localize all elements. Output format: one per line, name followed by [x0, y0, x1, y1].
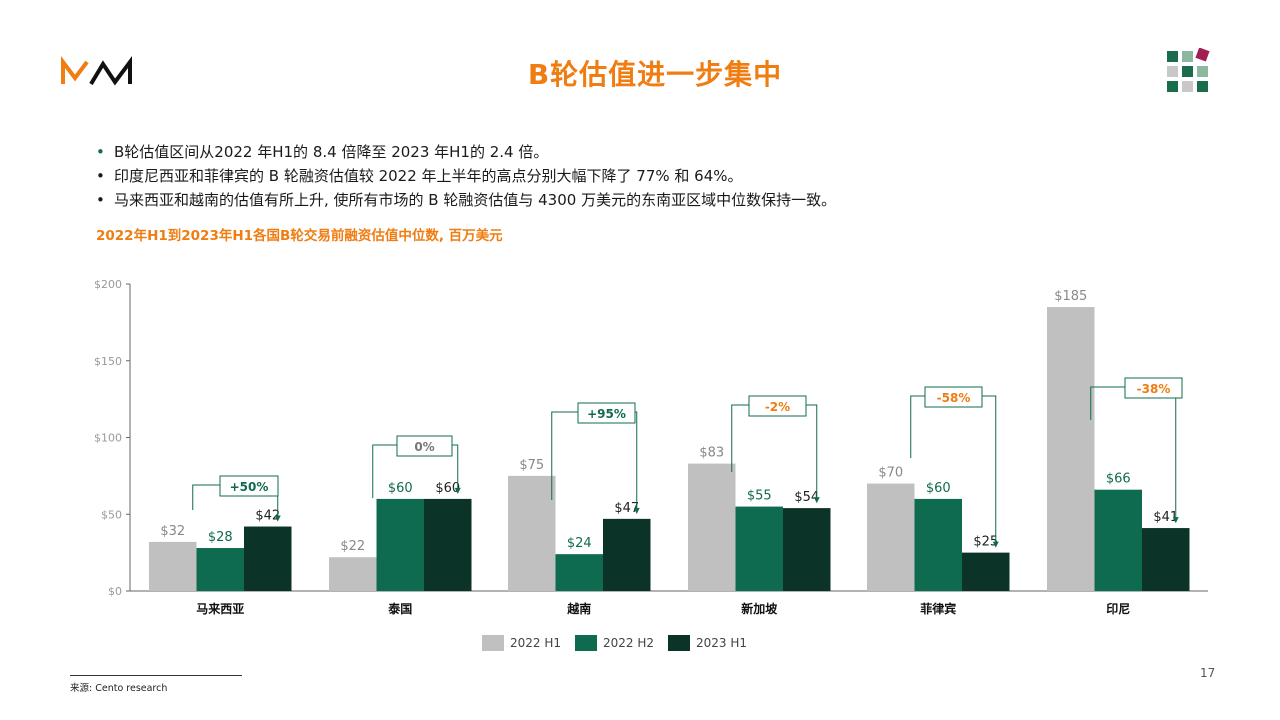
page-title: B轮估值进一步集中: [527, 58, 783, 91]
chart-legend: 2022 H1 2022 H2 2023 H1: [482, 635, 747, 651]
data-label: $25: [973, 535, 998, 550]
data-label: $41: [1153, 510, 1178, 525]
legend-label: 2023 H1: [696, 636, 748, 650]
change-label: -58%: [937, 391, 971, 405]
data-label: $42: [255, 509, 280, 524]
category-label: 新加坡: [741, 601, 778, 616]
bar: [424, 498, 472, 591]
change-arrow: [1175, 386, 1182, 523]
change-label: -38%: [1137, 382, 1171, 396]
mw-logo-icon: [60, 56, 136, 94]
legend-label: 2022 H1: [510, 636, 562, 650]
bar: [962, 552, 1010, 591]
change-arrow: [806, 404, 818, 503]
bar: [603, 518, 651, 591]
legend-label: 2022 H2: [603, 636, 655, 650]
data-label: $83: [699, 446, 724, 461]
page-number: 17: [1200, 666, 1216, 680]
bar: [1094, 489, 1142, 591]
legend-item: 2023 H1: [668, 635, 747, 651]
arrow-head: [633, 507, 640, 514]
change-arrow: [982, 395, 997, 547]
change-label: +95%: [587, 407, 626, 421]
bullet-list: • B轮估值区间从2022 年H1的 8.4 倍降至 2023 年H1的 2.4 …: [92, 140, 836, 212]
grid-squares-icon: [1166, 47, 1214, 100]
y-tick-label: $200: [94, 278, 122, 291]
data-label: $47: [614, 501, 639, 516]
change-box: [577, 402, 636, 424]
data-label: $60: [926, 481, 951, 496]
bar: [688, 463, 736, 591]
change-bracket: [372, 444, 397, 498]
arrow-head: [274, 515, 281, 522]
legend-swatch: [575, 635, 598, 651]
arrow-head: [1172, 517, 1179, 524]
data-label: $55: [747, 489, 772, 504]
change-arrow: [452, 444, 459, 493]
bullet-item: • 马来西亚和越南的估值有所上升, 使所有市场的 B 轮融资估值与 4300 万美…: [96, 191, 837, 209]
change-box: [1124, 377, 1183, 399]
data-label: $60: [435, 481, 460, 496]
bullet-item: • 印度尼西亚和菲律宾的 B 轮融资估值较 2022 年上半年的高点分别大幅下降了…: [96, 167, 743, 185]
change-box: [396, 435, 453, 457]
category-label: 马来西亚: [196, 601, 244, 616]
legend-swatch: [482, 635, 504, 651]
legend-swatch: [668, 635, 691, 651]
bullet-item: • B轮估值区间从2022 年H1的 8.4 倍降至 2023 年H1的 2.4 …: [96, 143, 549, 161]
data-label: $54: [794, 490, 819, 505]
legend-item: 2022 H1: [482, 635, 561, 651]
bar: [244, 526, 292, 591]
source-divider: [70, 675, 242, 676]
data-label: $66: [1106, 472, 1131, 487]
bar: [555, 554, 603, 591]
y-tick-label: $50: [101, 508, 122, 521]
arrow-head: [813, 497, 820, 504]
bar: [735, 506, 783, 591]
bar-chart: $0 $50 $100 $150 $200 $32 $28 $42 马来西亚 $22 $60 $60 泰…: [94, 278, 1208, 616]
bar: [149, 541, 197, 591]
change-bracket: [551, 411, 578, 500]
change-label: 0%: [414, 440, 434, 454]
bar: [783, 508, 831, 591]
change-box: [748, 395, 807, 417]
data-label: $60: [388, 481, 413, 496]
chart-subtitle: 2022年H1到2023年H1各国B轮交易前融资估值中位数, 百万美元: [96, 228, 503, 244]
change-bracket: [910, 395, 925, 458]
bar: [914, 498, 962, 591]
data-label: $75: [519, 458, 544, 473]
arrow-head: [992, 541, 999, 548]
bar: [1047, 307, 1095, 591]
data-label: $70: [878, 466, 903, 481]
bar: [376, 498, 424, 591]
change-bracket: [192, 484, 220, 510]
category-label: 泰国: [387, 601, 412, 616]
data-label: $185: [1054, 289, 1087, 304]
data-label: $24: [567, 536, 592, 551]
change-label: -2%: [765, 400, 790, 414]
y-tick-label: $100: [94, 432, 122, 445]
source-note: 来源: Cento research: [70, 683, 168, 694]
bar: [508, 475, 556, 591]
change-label: +50%: [230, 480, 269, 494]
bar: [1142, 528, 1190, 591]
bar: [867, 483, 915, 591]
change-bracket: [731, 404, 749, 472]
y-tick-label: $150: [94, 355, 122, 368]
y-tick-label: $0: [108, 585, 122, 598]
legend-item: 2022 H2: [575, 635, 654, 651]
category-label: 菲律宾: [920, 601, 956, 616]
category-label: 越南: [566, 601, 591, 616]
bar: [329, 557, 377, 591]
data-label: $32: [160, 524, 185, 539]
data-label: $28: [208, 530, 233, 545]
category-label: 印尼: [1106, 602, 1130, 616]
arrow-head: [454, 487, 461, 494]
change-box: [924, 386, 983, 408]
bar: [196, 548, 244, 591]
data-label: $22: [340, 539, 365, 554]
change-arrow: [635, 411, 638, 513]
change-box: [219, 475, 279, 497]
change-bracket: [1090, 386, 1125, 420]
